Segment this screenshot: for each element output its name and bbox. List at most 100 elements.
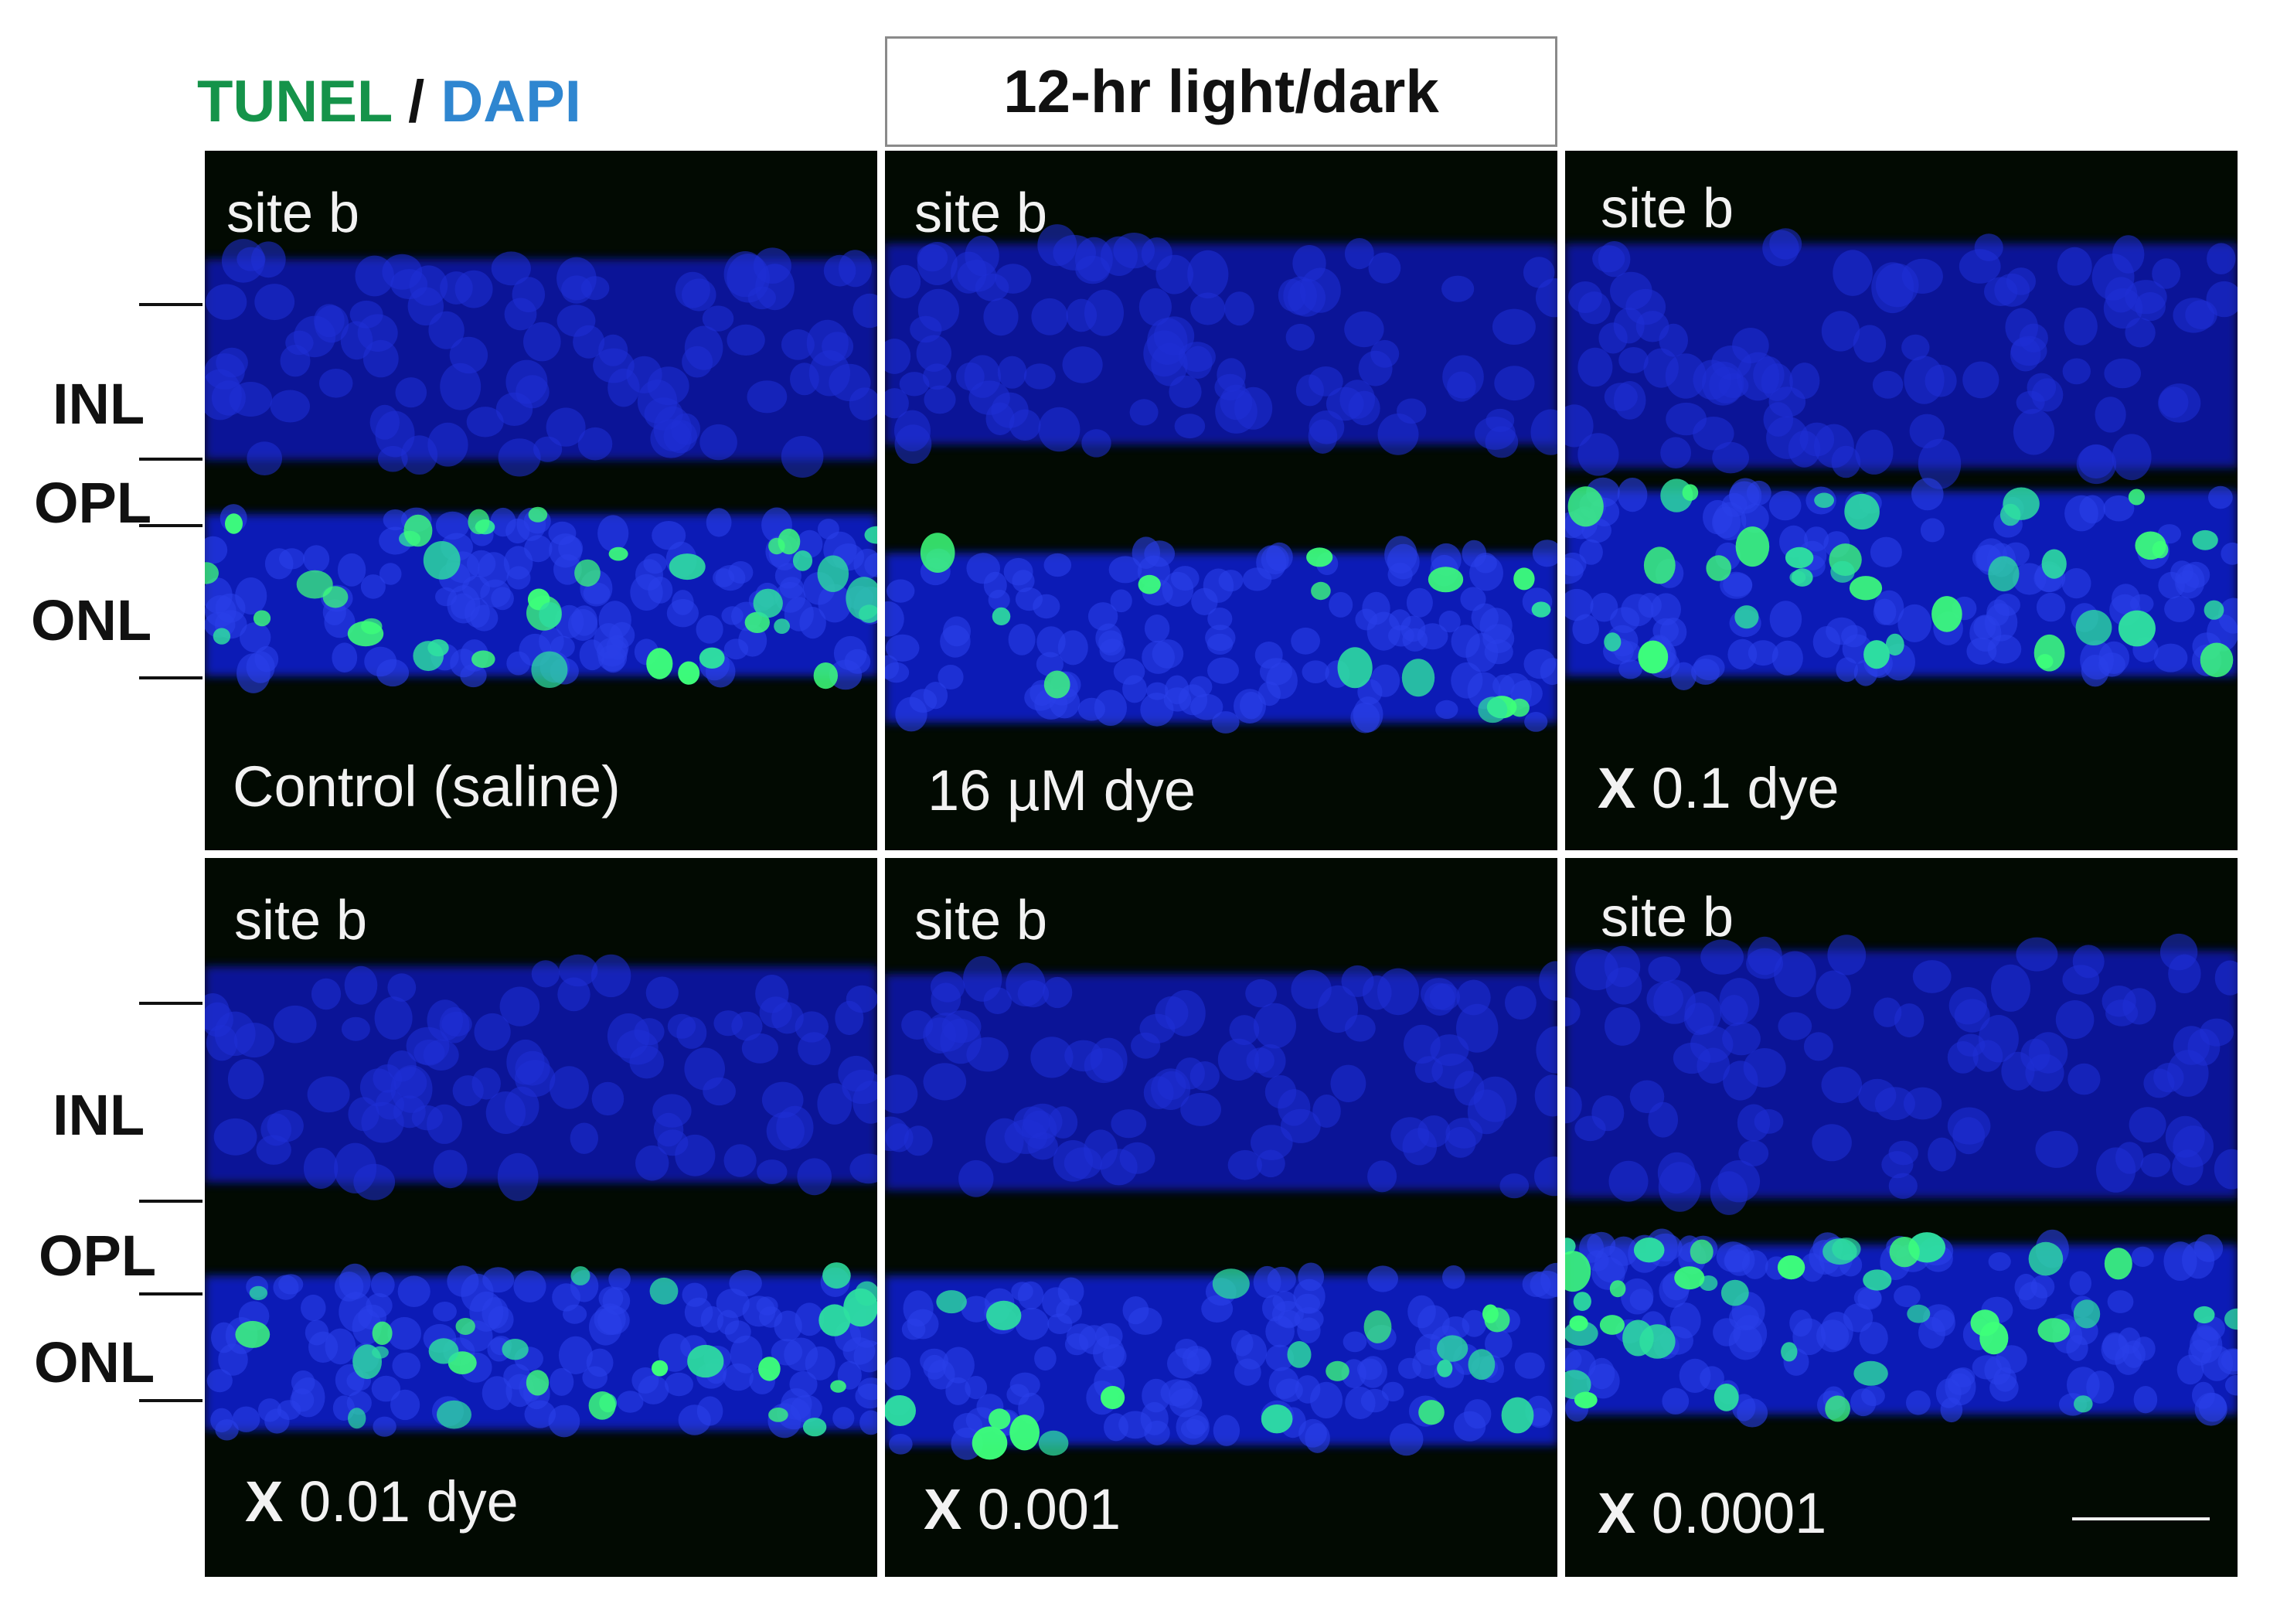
cell-nucleus [1613,381,1646,420]
cell-nucleus [1366,611,1400,651]
cell-nucleus [218,1343,248,1376]
cell-nucleus [1174,414,1206,439]
cell-nucleus [2072,945,2105,979]
site-label: site b [234,890,368,952]
cell-nucleus [1341,965,1374,997]
cell-nucleus [1169,375,1202,408]
cell-nucleus [1275,1378,1303,1402]
cell-nucleus [491,251,531,286]
cell-nucleus [1190,693,1223,720]
cell-nucleus [997,356,1027,389]
cell-nucleus [684,1047,725,1091]
micrograph-image [1565,228,2238,690]
apoptotic-cell [936,1290,967,1314]
cell-nucleus [1803,1032,1833,1061]
cell-nucleus [1254,1003,1296,1049]
apoptotic-cell [413,641,444,672]
layer-label-onl: ONL [31,588,152,652]
cell-nucleus [1190,292,1226,325]
micrograph-panel: site b X 0.01 dye [205,858,877,1577]
cell-nucleus [1499,1173,1530,1199]
apoptotic-cell [1999,503,2021,526]
cell-nucleus [2153,1063,2184,1093]
cell-nucleus [1038,407,1081,452]
cell-nucleus [1245,979,1277,1008]
cell-nucleus [658,1333,692,1372]
cell-nucleus [227,1059,264,1100]
cell-nucleus [2028,1032,2068,1074]
cell-nucleus [390,1389,420,1421]
cell-nucleus [1229,1015,1260,1046]
cell-nucleus [1598,241,1631,277]
cell-nucleus [1143,1076,1174,1109]
cell-nucleus [1959,249,2001,284]
cell-nucleus [339,1263,371,1299]
cell-nucleus [337,553,366,587]
cell-nucleus [797,1158,832,1196]
apoptotic-cell [885,1395,916,1426]
apoptotic-cell [669,553,706,580]
cell-nucleus [2214,960,2238,996]
cell-nucleus [2014,1273,2037,1301]
cell-nucleus [549,1066,589,1109]
cell-nucleus [1568,281,1602,313]
cell-nucleus [1442,355,1484,399]
cell-nucleus [885,662,910,683]
cell-nucleus [2036,592,2066,622]
cell-nucleus [676,1016,707,1049]
apoptotic-cell [1418,1400,1445,1425]
cell-nucleus [1015,1307,1050,1340]
cell-nucleus [1972,1355,2002,1380]
cell-nucleus [379,563,402,585]
cell-nucleus [945,1377,971,1405]
layer-tick [139,524,202,527]
cell-nucleus [798,1032,831,1066]
cell-nucleus [205,353,245,390]
cell-nucleus [318,369,353,398]
apoptotic-cell [2028,1241,2064,1276]
cell-nucleus [2182,1241,2215,1279]
cell-nucleus [910,315,942,343]
apoptotic-cell [2193,1306,2215,1324]
cell-nucleus [1991,964,2030,1012]
cell-nucleus [594,1303,626,1336]
cell-nucleus [1836,657,1858,683]
apoptotic-cell [818,1304,851,1336]
cell-nucleus [1947,1107,1991,1145]
cell-nucleus [1769,601,1802,638]
cell-nucleus [721,606,744,625]
cell-nucleus [1305,1423,1330,1453]
cell-nucleus [645,976,679,1009]
apoptotic-cell [1306,547,1333,567]
cell-nucleus [885,339,911,374]
cell-nucleus [1102,1343,1127,1369]
cell-nucleus [917,242,958,285]
apoptotic-cell [1437,1360,1453,1377]
cell-nucleus [1445,1126,1476,1158]
cell-nucleus [1036,652,1064,676]
cell-nucleus [440,271,473,305]
layer-tick [139,303,202,306]
apoptotic-cell [608,546,628,561]
cell-nucleus [1897,604,1932,642]
layer-label-inl: INL [53,1083,145,1147]
cell-nucleus [699,424,737,461]
cell-nucleus [1684,991,1722,1035]
factor-prefix: X [245,1469,284,1534]
apoptotic-cell [2075,610,2112,645]
cell-nucleus [482,1267,515,1293]
cell-nucleus [1285,323,1315,351]
apoptotic-cell [1633,1238,1665,1263]
cell-nucleus [885,1357,911,1391]
apoptotic-cell [768,537,785,555]
apoptotic-cell [864,526,877,544]
apoptotic-cell [205,562,219,584]
cell-nucleus [2062,358,2091,385]
apoptotic-cell [1513,567,1535,591]
cell-nucleus [966,553,1000,584]
cell-nucleus [742,1295,776,1327]
cell-nucleus [1113,233,1155,269]
apoptotic-cell [1604,632,1622,652]
cell-nucleus [1485,1329,1513,1358]
cell-nucleus [957,260,997,292]
